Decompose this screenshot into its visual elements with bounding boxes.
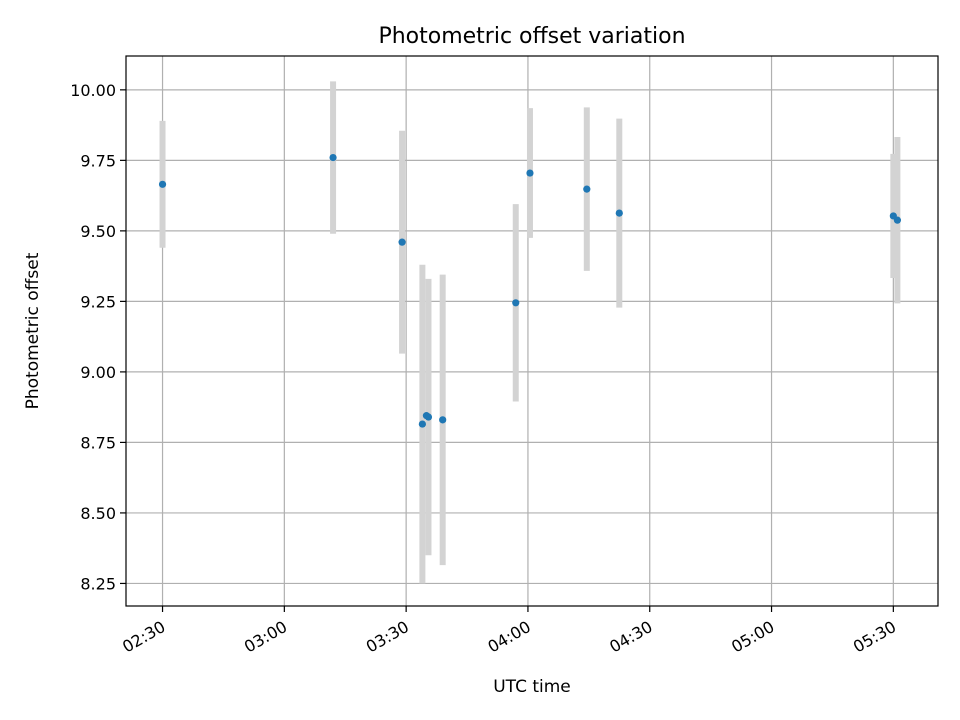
y-tick-label: 9.75 xyxy=(80,151,116,170)
chart-title: Photometric offset variation xyxy=(378,24,685,49)
data-point xyxy=(893,216,902,224)
y-tick-label: 9.25 xyxy=(80,292,116,311)
x-axis-label: UTC time xyxy=(493,677,571,697)
data-point xyxy=(526,169,534,177)
data-point xyxy=(512,299,520,307)
data-point xyxy=(418,420,426,428)
data-point xyxy=(329,153,337,162)
y-tick-label: 9.50 xyxy=(80,222,116,241)
data-point xyxy=(398,238,406,246)
y-tick-label: 8.50 xyxy=(80,504,116,523)
data-point xyxy=(583,185,591,193)
data-point xyxy=(424,413,433,421)
data-point xyxy=(439,416,447,424)
y-tick-label: 9.00 xyxy=(80,363,116,382)
y-tick-label: 8.25 xyxy=(80,574,116,593)
plot-frame xyxy=(125,55,939,607)
y-axis-label: Photometric offset xyxy=(23,252,43,409)
data-layer xyxy=(158,81,902,584)
y-tick-label: 8.75 xyxy=(80,433,116,452)
data-point xyxy=(158,180,167,188)
y-tick-label: 10.00 xyxy=(70,81,116,100)
data-point xyxy=(615,209,623,217)
